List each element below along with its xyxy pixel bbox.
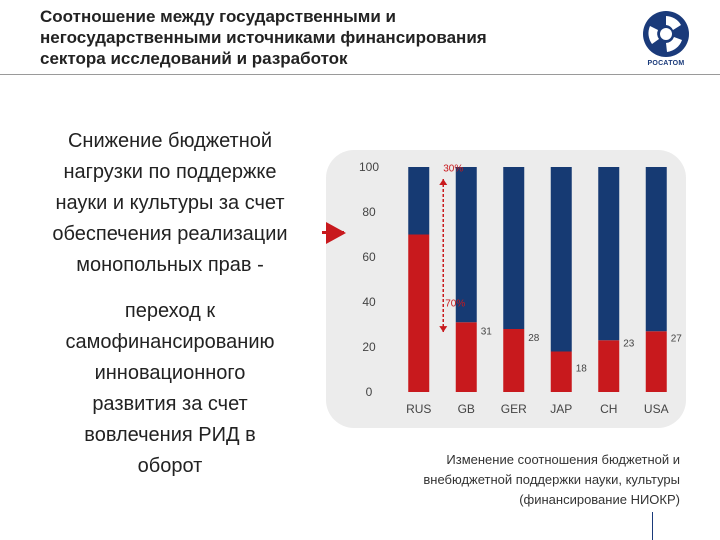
bar-nonbudget — [503, 167, 525, 329]
bar-budget — [408, 234, 430, 392]
bar-budget — [455, 322, 477, 392]
y-tick-label: 80 — [362, 205, 376, 219]
rosatom-logo: РОСАТОМ — [636, 8, 696, 78]
y-tick-label: 40 — [362, 295, 376, 309]
x-tick-label: GB — [458, 402, 475, 416]
arrow-up-icon — [439, 179, 448, 185]
bar-nonbudget — [598, 167, 620, 341]
x-tick-label: GER — [501, 402, 527, 416]
pointer-arrow-icon — [326, 222, 346, 244]
logo-text: РОСАТОМ — [647, 60, 685, 67]
x-tick-label: JAP — [550, 402, 572, 416]
y-tick-label: 20 — [362, 340, 376, 354]
x-tick-label: RUS — [406, 402, 431, 416]
annotation-bottom: 70% — [445, 299, 465, 310]
y-tick-label: 60 — [362, 250, 376, 264]
header-divider — [0, 74, 720, 75]
left-text-block-2: переход к самофинансированию инновационн… — [65, 300, 275, 477]
rosatom-emblem-icon — [643, 11, 689, 57]
annotation-top: 30% — [443, 164, 463, 175]
y-tick-label: 0 — [366, 385, 373, 399]
arrow-down-icon — [439, 326, 448, 333]
bar-nonbudget — [408, 167, 430, 235]
bar-budget — [598, 340, 620, 392]
chart-caption: Изменение соотношения бюджетной и внебюд… — [423, 452, 680, 507]
data-label: 27 — [671, 333, 683, 344]
bar-nonbudget — [455, 167, 477, 323]
bar-budget — [503, 329, 525, 392]
x-tick-label: CH — [600, 402, 617, 416]
bar-budget — [645, 331, 667, 392]
data-label: 31 — [481, 326, 493, 337]
bar-nonbudget — [645, 167, 667, 332]
data-label: 18 — [576, 364, 588, 375]
bar-budget — [550, 351, 572, 392]
left-text-block-1: Снижение бюджетной нагрузки по поддержке… — [52, 130, 288, 276]
data-label: 28 — [528, 333, 540, 344]
x-tick-label: USA — [644, 402, 669, 416]
footer-divider — [652, 512, 653, 540]
bar-nonbudget — [550, 167, 572, 352]
page-title: Соотношение между государственными и нег… — [40, 7, 487, 68]
y-tick-label: 100 — [359, 160, 379, 174]
data-label: 23 — [623, 338, 635, 349]
